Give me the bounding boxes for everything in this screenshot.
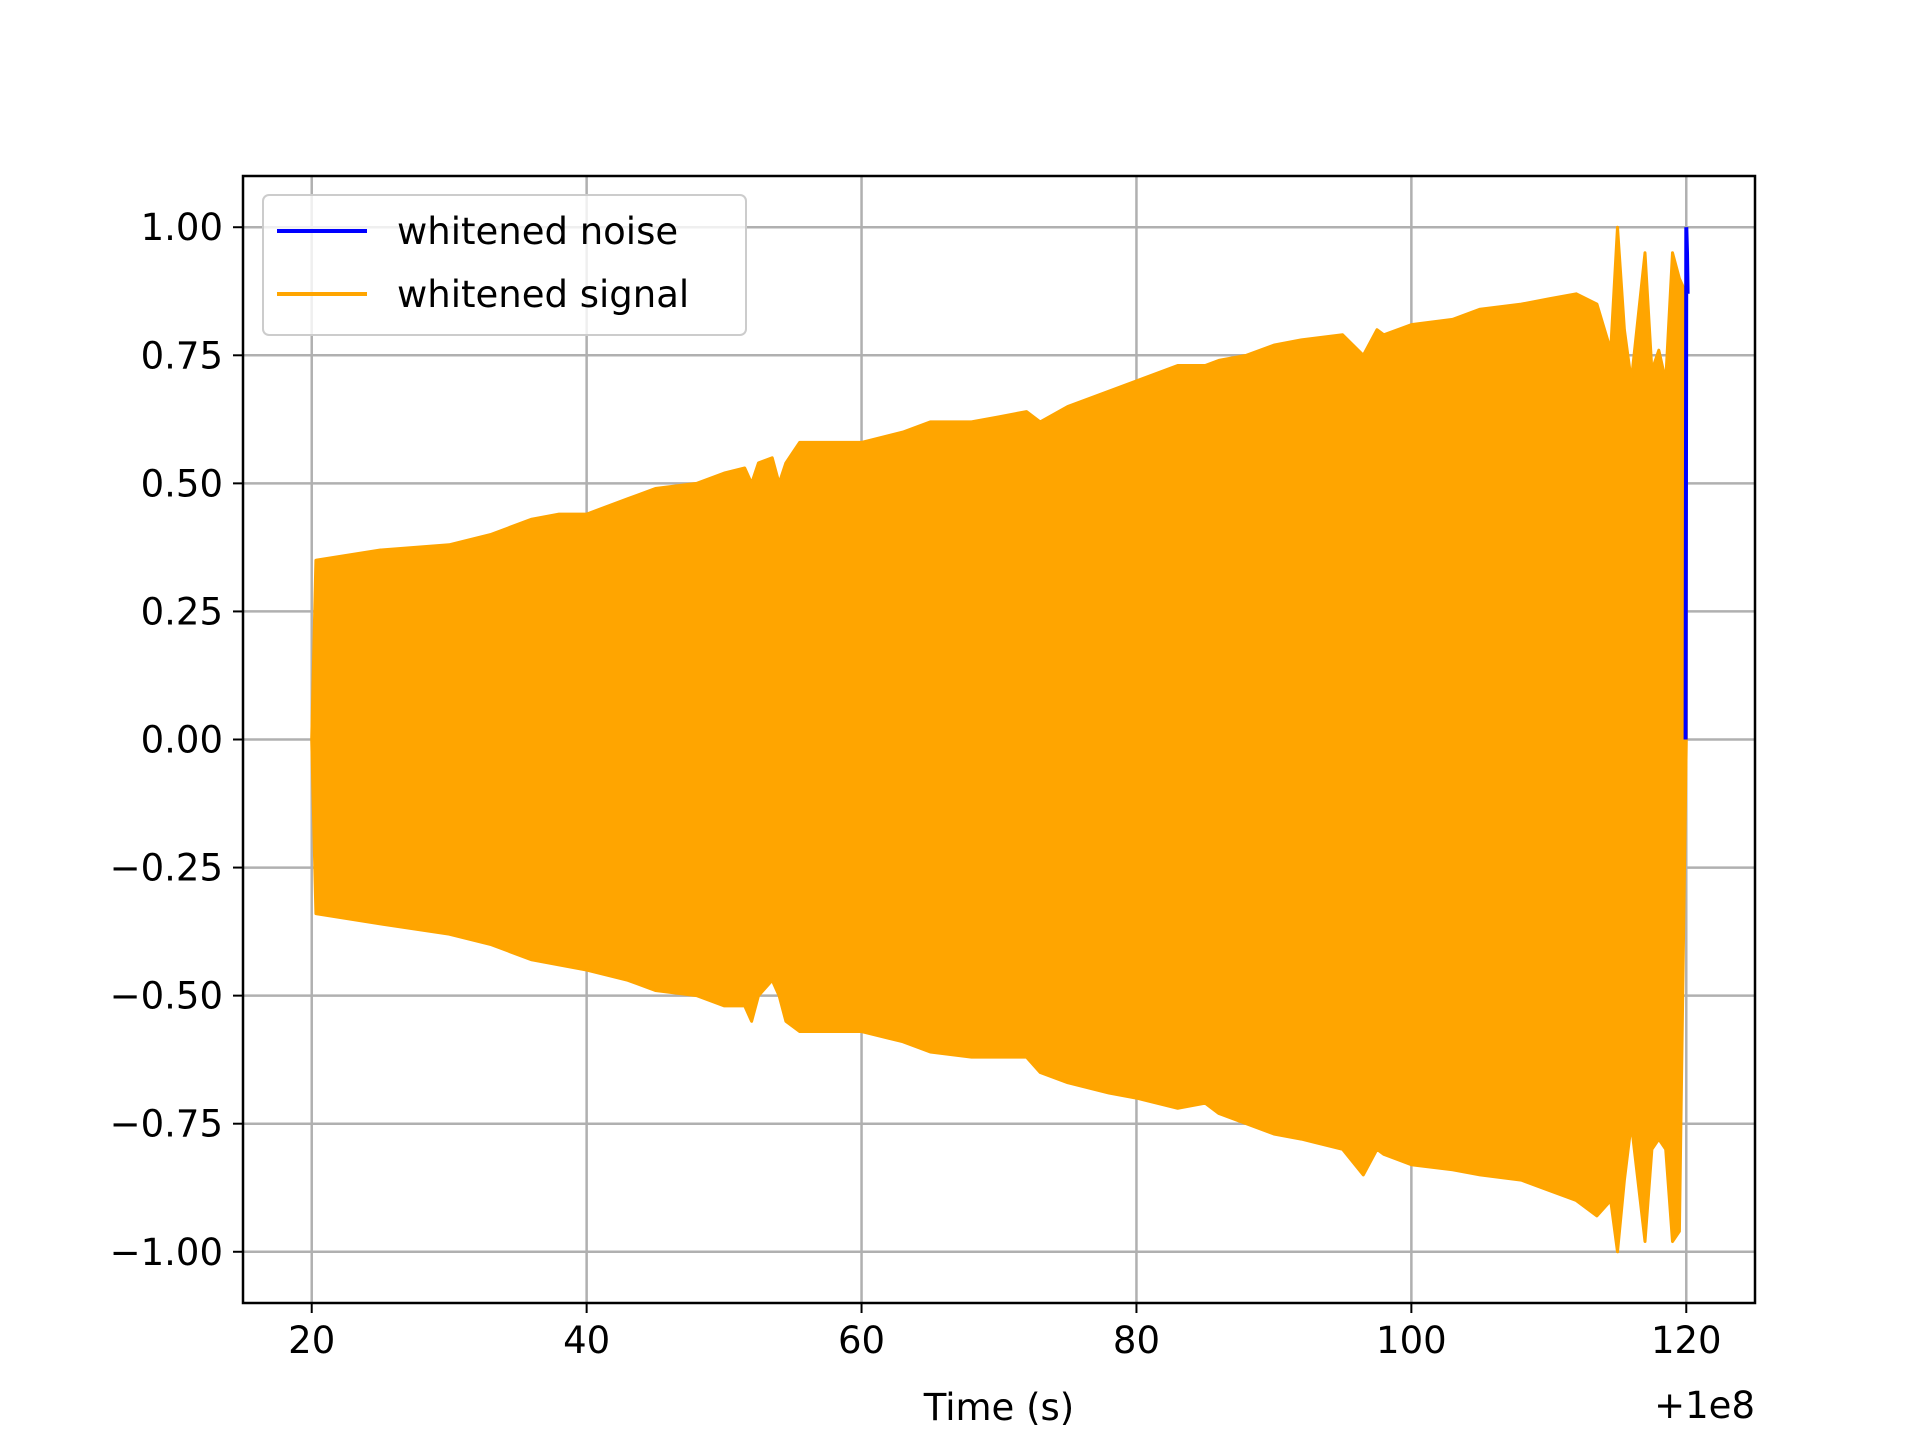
y-tick-label: 0.25: [141, 590, 223, 633]
plot-area: [310, 225, 1690, 1254]
x-tick-label: 20: [288, 1319, 335, 1362]
x-tick-label: 120: [1651, 1319, 1722, 1362]
x-axis-offset-label: +1e8: [1654, 1384, 1755, 1427]
x-tick-label: 100: [1376, 1319, 1447, 1362]
y-tick-label: −0.25: [110, 847, 223, 890]
x-tick-label: 80: [1113, 1319, 1160, 1362]
x-axis-label: Time (s): [923, 1386, 1074, 1429]
y-tick-label: −1.00: [110, 1231, 223, 1274]
legend-box: [262, 194, 747, 336]
y-tick-label: −0.50: [110, 975, 223, 1018]
legend-label: whitened noise: [397, 210, 678, 253]
y-tick-label: 0.00: [141, 719, 223, 762]
y-tick-label: 1.00: [141, 206, 223, 249]
x-tick-label: 40: [563, 1319, 610, 1362]
y-tick-label: 0.75: [141, 334, 223, 377]
legend: whitened noise whitened signal: [262, 194, 747, 336]
y-tick-label: 0.50: [141, 462, 223, 505]
legend-label: whitened signal: [397, 273, 689, 316]
axis-ticks: 20 40 60 80 100 120 1.00 0.75 0.50 0.25 0.00 −0.25 −…: [110, 206, 1722, 1362]
series-whitened-signal: [310, 225, 1688, 1254]
x-tick-label: 60: [838, 1319, 885, 1362]
y-tick-label: −0.75: [110, 1103, 223, 1146]
series-whitened-noise: [1683, 227, 1690, 740]
